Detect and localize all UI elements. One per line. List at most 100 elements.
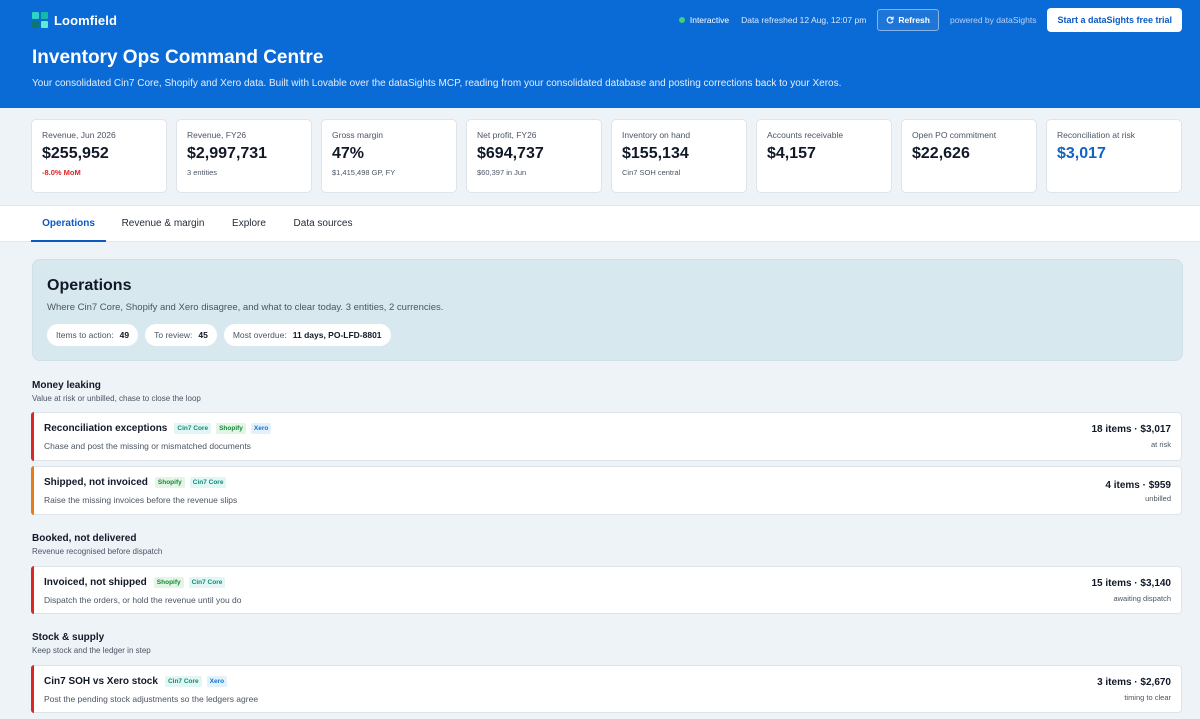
kpi-card: Net profit, FY26 $694,737 $60,397 in Jun: [466, 119, 602, 193]
source-tag: Xero: [206, 676, 228, 687]
chip-value: 45: [198, 330, 208, 340]
source-tag: Cin7 Core: [188, 577, 226, 588]
kpi-value: $4,157: [767, 145, 816, 162]
item-cin7-vs-xero-stock[interactable]: Cin7 SOH vs Xero stock Cin7 Core Xero Po…: [31, 665, 1182, 713]
item-title: Shipped, not invoiced: [44, 477, 148, 488]
severity-bar: [31, 412, 34, 461]
kpi-value: $255,952: [42, 145, 109, 162]
severity-bar: [31, 466, 34, 515]
kpi-label: Revenue, FY26: [187, 130, 247, 140]
kpi-card: Accounts receivable $4,157: [756, 119, 892, 193]
kpi-change: -8.0% MoM: [42, 168, 81, 177]
section-stock-supply: Stock & supply Keep stock and the ledger…: [32, 632, 151, 655]
refresh-icon: [887, 16, 894, 24]
kpi-sub: $60,397 in Jun: [477, 168, 527, 177]
chip-value: 49: [119, 330, 130, 340]
chip-most-overdue: Most overdue: 11 days, PO-LFD-8801: [223, 324, 391, 346]
header-actions: Interactive Data refreshed 12 Aug, 12:07…: [678, 8, 1182, 32]
source-tag: Cin7 Core: [174, 423, 212, 434]
tab-bar: Operations Revenue & margin Explore Data…: [0, 205, 1200, 242]
summary-chips: Items to action: 49 To review: 45 Most o…: [47, 324, 391, 346]
source-tag: Shopify: [153, 577, 184, 588]
kpi-sub: $1,415,498 GP, FY: [332, 168, 396, 177]
kpi-row: Revenue, Jun 2026 $255,952 -8.0% MoM Rev…: [31, 119, 1182, 193]
kpi-sub: 3 entities: [187, 168, 218, 177]
page-subtitle: Your consolidated Cin7 Core, Shopify and…: [32, 78, 842, 89]
chip-to-review: To review: 45: [145, 324, 217, 346]
operations-description: Where Cin7 Core, Shopify and Xero disagr…: [47, 302, 444, 313]
kpi-label: Inventory on hand: [622, 130, 691, 140]
source-tag: Cin7 Core: [164, 676, 202, 687]
section-subtitle: Revenue recognised before dispatch: [32, 547, 163, 556]
item-title: Invoiced, not shipped: [44, 577, 147, 588]
item-amount: 3 items · $2,670: [1097, 677, 1171, 688]
tab-operations[interactable]: Operations: [31, 206, 106, 242]
item-description: Post the pending stock adjustments so th…: [44, 694, 259, 704]
chip-label: To review:: [154, 330, 193, 340]
kpi-card: Open PO commitment $22,626: [901, 119, 1037, 193]
kpi-label: Open PO commitment: [912, 130, 997, 140]
kpi-label: Accounts receivable: [767, 130, 844, 140]
item-description: Dispatch the orders, or hold the revenue…: [44, 595, 242, 605]
section-booked-not-delivered: Booked, not delivered Revenue recognised…: [32, 533, 162, 556]
kpi-value: $694,737: [477, 145, 544, 162]
item-description: Raise the missing invoices before the re…: [44, 495, 238, 505]
item-amount: 18 items · $3,017: [1091, 424, 1172, 435]
source-tag: Shopify: [216, 423, 246, 434]
app-name: Loomfield: [54, 12, 118, 28]
kpi-card: Revenue, Jun 2026 $255,952 -8.0% MoM: [31, 119, 167, 193]
powered-by[interactable]: powered by dataSights: [949, 15, 1037, 25]
tab-revenue-margin[interactable]: Revenue & margin: [121, 218, 205, 229]
item-reconciliation-exceptions[interactable]: Reconciliation exceptions Cin7 Core Shop…: [31, 412, 1182, 461]
operations-title: Operations: [47, 277, 132, 294]
kpi-card: Inventory on hand $155,134 Cin7 SOH cent…: [611, 119, 747, 193]
chip-value: 11 days, PO-LFD-8801: [292, 330, 382, 340]
item-note: awaiting dispatch: [1113, 594, 1171, 603]
item-note: unbilled: [1145, 494, 1171, 503]
kpi-sub: Cin7 SOH central: [622, 168, 681, 177]
section-title: Money leaking: [32, 380, 101, 391]
refresh-button[interactable]: Refresh: [877, 9, 939, 31]
source-tag: Cin7 Core: [189, 477, 227, 488]
kpi-value: $3,017: [1057, 145, 1106, 162]
free-trial-button[interactable]: Start a dataSights free trial: [1047, 8, 1182, 32]
kpi-card: Revenue, FY26 $2,997,731 3 entities: [176, 119, 312, 193]
kpi-value: $22,626: [912, 145, 970, 162]
kpi-value: 47%: [332, 145, 365, 162]
kpi-value: $2,997,731: [187, 145, 268, 162]
status-indicator: Interactive: [678, 15, 730, 25]
page-title: Inventory Ops Command Centre: [32, 47, 324, 68]
tab-explore[interactable]: Explore: [232, 218, 266, 229]
section-money-leaking: Money leaking Value at risk or unbilled,…: [32, 380, 201, 403]
logo[interactable]: Loomfield: [32, 12, 117, 28]
section-title: Stock & supply: [32, 632, 105, 643]
item-amount: 15 items · $3,140: [1091, 578, 1172, 589]
item-invoiced-not-shipped[interactable]: Invoiced, not shipped Shopify Cin7 Core …: [31, 566, 1182, 614]
item-amount: 4 items · $959: [1105, 480, 1171, 491]
item-title: Reconciliation exceptions: [44, 423, 168, 434]
source-tag: Xero: [250, 423, 272, 434]
source-tag: Shopify: [154, 477, 185, 488]
item-description: Chase and post the missing or mismatched…: [44, 441, 251, 451]
app-header: Loomfield Interactive Data refreshed 12 …: [0, 0, 1200, 108]
tab-data-sources[interactable]: Data sources: [293, 218, 353, 229]
kpi-label: Reconciliation at risk: [1057, 130, 1135, 140]
severity-bar: [31, 566, 34, 614]
chip-items-to-action: Items to action: 49: [47, 324, 139, 346]
item-header: Reconciliation exceptions Cin7 Core Shop…: [44, 423, 272, 434]
section-subtitle: Keep stock and the ledger in step: [32, 646, 151, 655]
item-shipped-not-invoiced[interactable]: Shipped, not invoiced Shopify Cin7 Core …: [31, 466, 1182, 515]
item-header: Shipped, not invoiced Shopify Cin7 Core: [44, 477, 227, 488]
severity-bar: [31, 665, 34, 713]
kpi-label: Net profit, FY26: [477, 130, 537, 140]
status-label: Interactive: [689, 15, 730, 25]
kpi-value: $155,134: [622, 145, 689, 162]
kpi-label: Gross margin: [332, 130, 384, 140]
kpi-label: Revenue, Jun 2026: [42, 130, 116, 140]
logo-icon: [32, 12, 48, 28]
kpi-card: Reconciliation at risk $3,017: [1046, 119, 1182, 193]
item-note: timing to clear: [1124, 693, 1171, 702]
item-header: Invoiced, not shipped Shopify Cin7 Core: [44, 577, 226, 588]
status-dot-icon: [678, 17, 685, 23]
refresh-label: Refresh: [898, 15, 930, 25]
